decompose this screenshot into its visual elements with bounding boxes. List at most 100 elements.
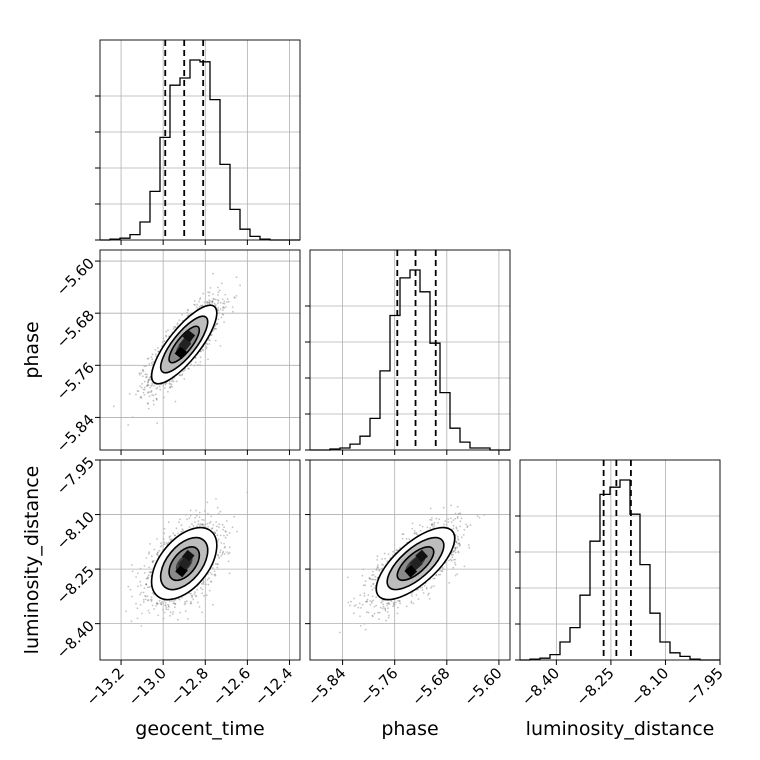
- scatter-point: [338, 631, 341, 634]
- scatter-point: [456, 517, 459, 519]
- scatter-point: [223, 321, 226, 323]
- scatter-point: [476, 515, 479, 518]
- scatter-point: [191, 523, 193, 525]
- scatter-point: [138, 373, 141, 376]
- scatter-point: [222, 550, 225, 553]
- scatter-point: [177, 532, 179, 535]
- scatter-point: [195, 595, 198, 598]
- scatter-point: [176, 323, 179, 326]
- scatter-point: [458, 545, 461, 547]
- scatter-point: [384, 609, 387, 612]
- scatter-point: [194, 516, 197, 519]
- scatter-point: [159, 602, 162, 604]
- scatter-point: [435, 574, 438, 576]
- scatter-point: [222, 309, 224, 311]
- scatter-point: [450, 517, 452, 520]
- scatter-point: [214, 574, 217, 577]
- scatter-point: [165, 335, 168, 338]
- scatter-point: [214, 339, 217, 342]
- scatter-point: [147, 391, 150, 393]
- scatter-point: [201, 304, 204, 307]
- scatter-point: [167, 608, 170, 611]
- scatter-point: [369, 603, 372, 606]
- scatter-point: [232, 310, 234, 313]
- scatter-point: [215, 498, 217, 500]
- scatter-point: [203, 525, 205, 528]
- scatter-point: [190, 595, 193, 597]
- scatter-point: [202, 292, 205, 295]
- scatter-point: [188, 368, 190, 370]
- scatter-point: [196, 303, 199, 306]
- scatter-point: [165, 330, 168, 333]
- scatter-point: [163, 532, 166, 535]
- scatter-point: [219, 549, 222, 552]
- scatter-point: [206, 343, 209, 346]
- scatter-point: [381, 607, 384, 610]
- scatter-point: [419, 529, 422, 532]
- scatter-point: [164, 602, 167, 604]
- scatter-point: [151, 592, 154, 594]
- scatter-point: [152, 561, 154, 564]
- scatter-point: [224, 306, 227, 308]
- scatter-point: [372, 578, 374, 581]
- scatter-point: [372, 570, 374, 573]
- scatter-point: [366, 598, 369, 601]
- scatter-point: [454, 574, 457, 577]
- scatter-point: [410, 600, 413, 603]
- scatter-point: [149, 571, 152, 574]
- scatter-point: [189, 602, 192, 605]
- scatter-point: [223, 534, 225, 537]
- scatter-point: [165, 542, 168, 544]
- scatter-point: [214, 324, 217, 327]
- scatter-point: [217, 291, 220, 293]
- scatter-point: [168, 606, 170, 608]
- scatter-point: [357, 606, 360, 609]
- scatter-point: [147, 381, 150, 383]
- scatter-point: [222, 306, 225, 308]
- scatter-point: [215, 521, 218, 523]
- scatter-point: [159, 388, 162, 391]
- scatter-point: [201, 523, 204, 526]
- scatter-point: [164, 604, 167, 606]
- scatter-point: [194, 361, 197, 364]
- scatter-point: [142, 391, 145, 394]
- scatter-point: [138, 372, 141, 375]
- scatter-point: [385, 619, 387, 622]
- scatter-point: [219, 308, 222, 310]
- scatter-point: [220, 542, 223, 544]
- scatter-point: [223, 526, 226, 529]
- scatter-point: [140, 396, 143, 399]
- scatter-point: [382, 605, 385, 608]
- scatter-point: [140, 395, 142, 398]
- scatter-point: [210, 515, 213, 518]
- scatter-point: [145, 557, 148, 559]
- scatter-point: [163, 340, 166, 343]
- scatter-point: [455, 527, 458, 530]
- scatter-point: [178, 319, 181, 321]
- scatter-point: [198, 300, 201, 303]
- scatter-point: [209, 521, 212, 523]
- scatter-point: [210, 527, 213, 530]
- scatter-point: [156, 553, 159, 556]
- scatter-point: [411, 522, 414, 525]
- scatter-point: [205, 300, 208, 303]
- scatter-point: [146, 577, 149, 580]
- scatter-point: [213, 329, 215, 331]
- scatter-point: [157, 551, 159, 554]
- scatter-point: [125, 610, 127, 613]
- scatter-point: [417, 598, 420, 600]
- scatter-point: [149, 543, 152, 545]
- scatter-point: [159, 545, 162, 548]
- scatter-point: [169, 535, 172, 538]
- scatter-point: [358, 602, 361, 605]
- scatter-point: [452, 524, 455, 527]
- scatter-point: [193, 593, 196, 595]
- scatter-point: [170, 380, 173, 383]
- scatter-point: [163, 541, 166, 544]
- scatter-point: [135, 602, 137, 605]
- scatter-point: [163, 611, 166, 614]
- scatter-point: [371, 600, 373, 603]
- scatter-point: [468, 546, 471, 549]
- scatter-point: [150, 356, 153, 358]
- scatter-point: [171, 378, 174, 381]
